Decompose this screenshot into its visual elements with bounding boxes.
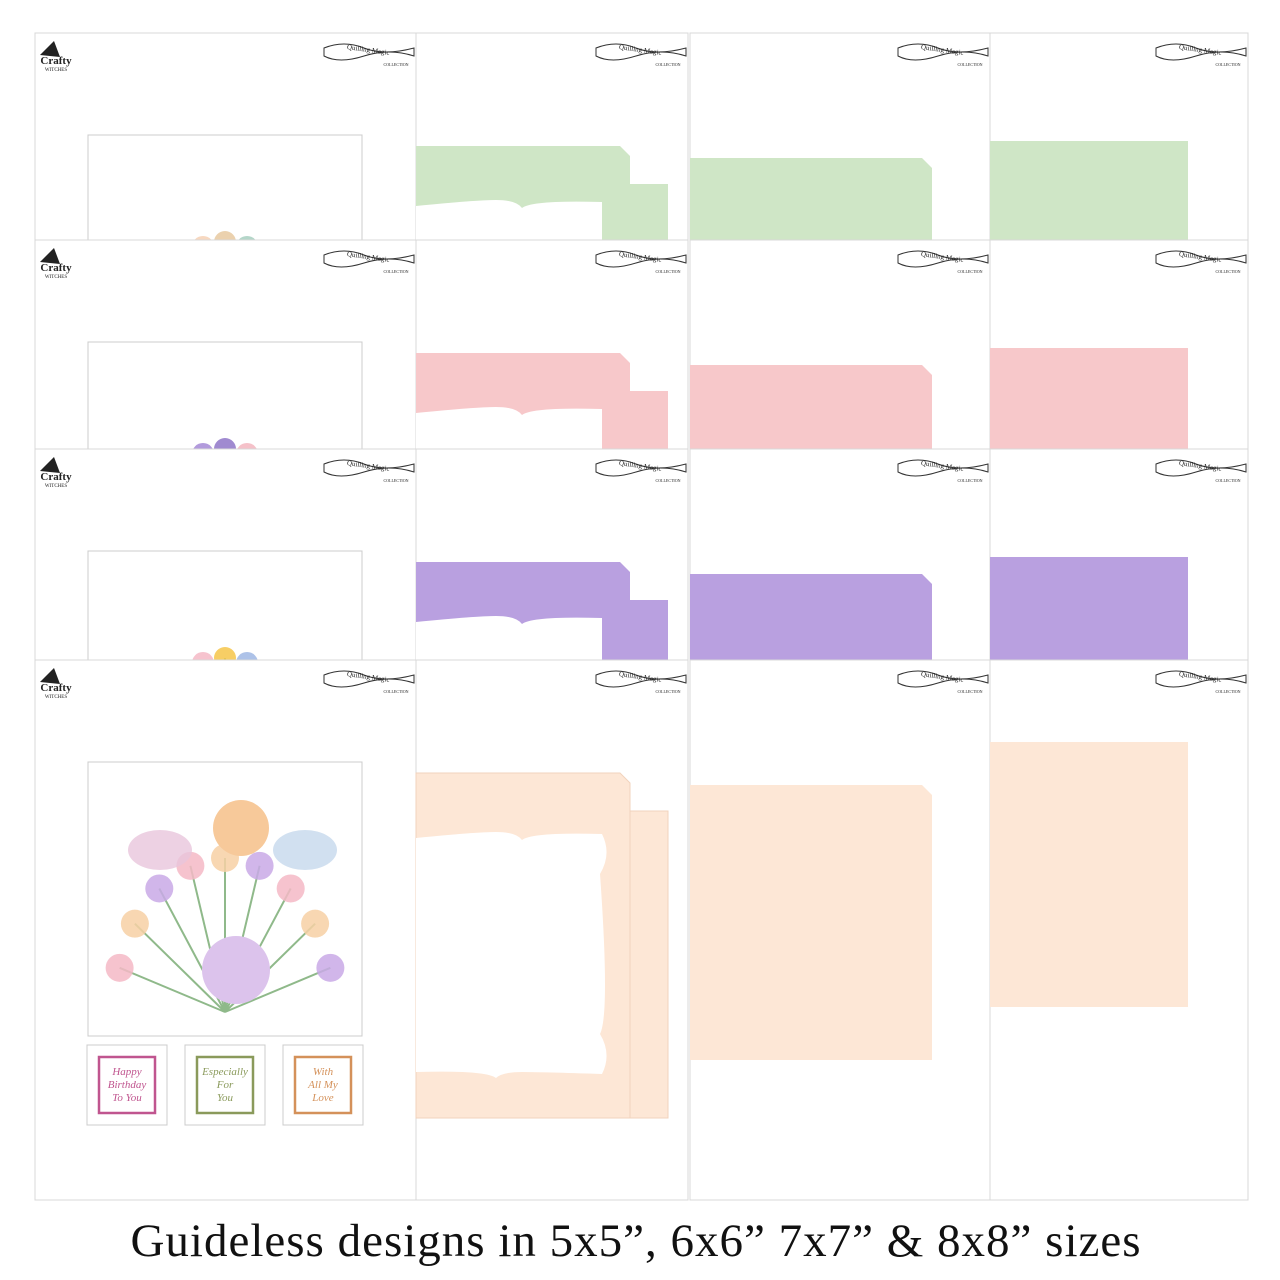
brand-collection: COLLECTION xyxy=(957,269,982,274)
banner xyxy=(595,43,687,61)
window xyxy=(416,832,607,1078)
banner xyxy=(595,459,687,477)
brand-collection: COLLECTION xyxy=(383,689,408,694)
brand-witches: WITCHES xyxy=(45,275,67,280)
banner xyxy=(323,250,415,268)
sentiment-text: Especially xyxy=(201,1066,248,1078)
flower xyxy=(245,851,274,880)
brand-crafty: Crafty xyxy=(40,55,72,67)
sentiment-text: Happy xyxy=(111,1066,141,1078)
brand-witches: WITCHES xyxy=(45,68,67,73)
butterfly xyxy=(128,830,192,870)
sentiment-text: All My xyxy=(307,1079,338,1091)
brand-collection: COLLECTION xyxy=(1215,689,1240,694)
banner xyxy=(1155,670,1247,688)
brand-collection: COLLECTION xyxy=(655,62,680,67)
flower xyxy=(213,800,269,856)
banner xyxy=(323,459,415,477)
sentiment-text: Love xyxy=(311,1092,334,1104)
sentiment-card xyxy=(282,1044,364,1126)
brand-crafty: Crafty xyxy=(40,262,72,274)
brand-collection: COLLECTION xyxy=(957,689,982,694)
hat xyxy=(40,668,60,684)
flower xyxy=(105,953,134,982)
sentiment-frame xyxy=(97,1055,157,1115)
brand-collection: COLLECTION xyxy=(655,478,680,483)
banner xyxy=(897,459,989,477)
flower xyxy=(120,909,149,938)
insert xyxy=(990,742,1188,1007)
banner xyxy=(897,250,989,268)
banner xyxy=(595,670,687,688)
caption: Guideless designs in 5x5”, 6x6” 7x7” & 8… xyxy=(130,1215,1141,1267)
brand-collection: COLLECTION xyxy=(1215,478,1240,483)
banner xyxy=(1155,459,1247,477)
sentiment-text: For xyxy=(216,1079,234,1091)
butterfly xyxy=(273,830,337,870)
sentiment-text: Birthday xyxy=(108,1079,147,1091)
brand-collection: COLLECTION xyxy=(383,269,408,274)
banner xyxy=(323,43,415,61)
flower xyxy=(316,953,345,982)
banner xyxy=(897,43,989,61)
sentiment-text: You xyxy=(217,1092,234,1104)
sentiment-text: With xyxy=(313,1066,334,1078)
brand-witches: WITCHES xyxy=(45,484,67,489)
banner xyxy=(1155,43,1247,61)
brand-collection: COLLECTION xyxy=(957,478,982,483)
brand-witches: WITCHES xyxy=(45,695,67,700)
hat xyxy=(40,248,60,264)
brand-collection: COLLECTION xyxy=(655,689,680,694)
brand-collection: COLLECTION xyxy=(1215,269,1240,274)
flower xyxy=(145,874,174,903)
brand-crafty: Crafty xyxy=(40,682,72,694)
sentiment-card xyxy=(86,1044,168,1126)
brand-collection: COLLECTION xyxy=(655,269,680,274)
brand-collection: COLLECTION xyxy=(383,62,408,67)
stem xyxy=(134,922,226,1013)
banner xyxy=(323,670,415,688)
banner xyxy=(1155,250,1247,268)
sentiment-text: To You xyxy=(112,1092,142,1104)
flower xyxy=(276,874,305,903)
sentiment-frame xyxy=(195,1055,255,1115)
banner xyxy=(897,670,989,688)
sentiment-card xyxy=(184,1044,266,1126)
stem xyxy=(224,966,331,1013)
banner xyxy=(595,250,687,268)
brand-collection: COLLECTION xyxy=(383,478,408,483)
flower xyxy=(202,936,270,1004)
brand-crafty: Crafty xyxy=(40,471,72,483)
hat xyxy=(40,457,60,473)
brand-collection: COLLECTION xyxy=(957,62,982,67)
brand-collection: COLLECTION xyxy=(1215,62,1240,67)
stem xyxy=(119,966,226,1013)
sleeve xyxy=(690,785,932,1060)
hat xyxy=(40,41,60,57)
flower xyxy=(301,909,330,938)
sentiment-frame xyxy=(293,1055,353,1115)
